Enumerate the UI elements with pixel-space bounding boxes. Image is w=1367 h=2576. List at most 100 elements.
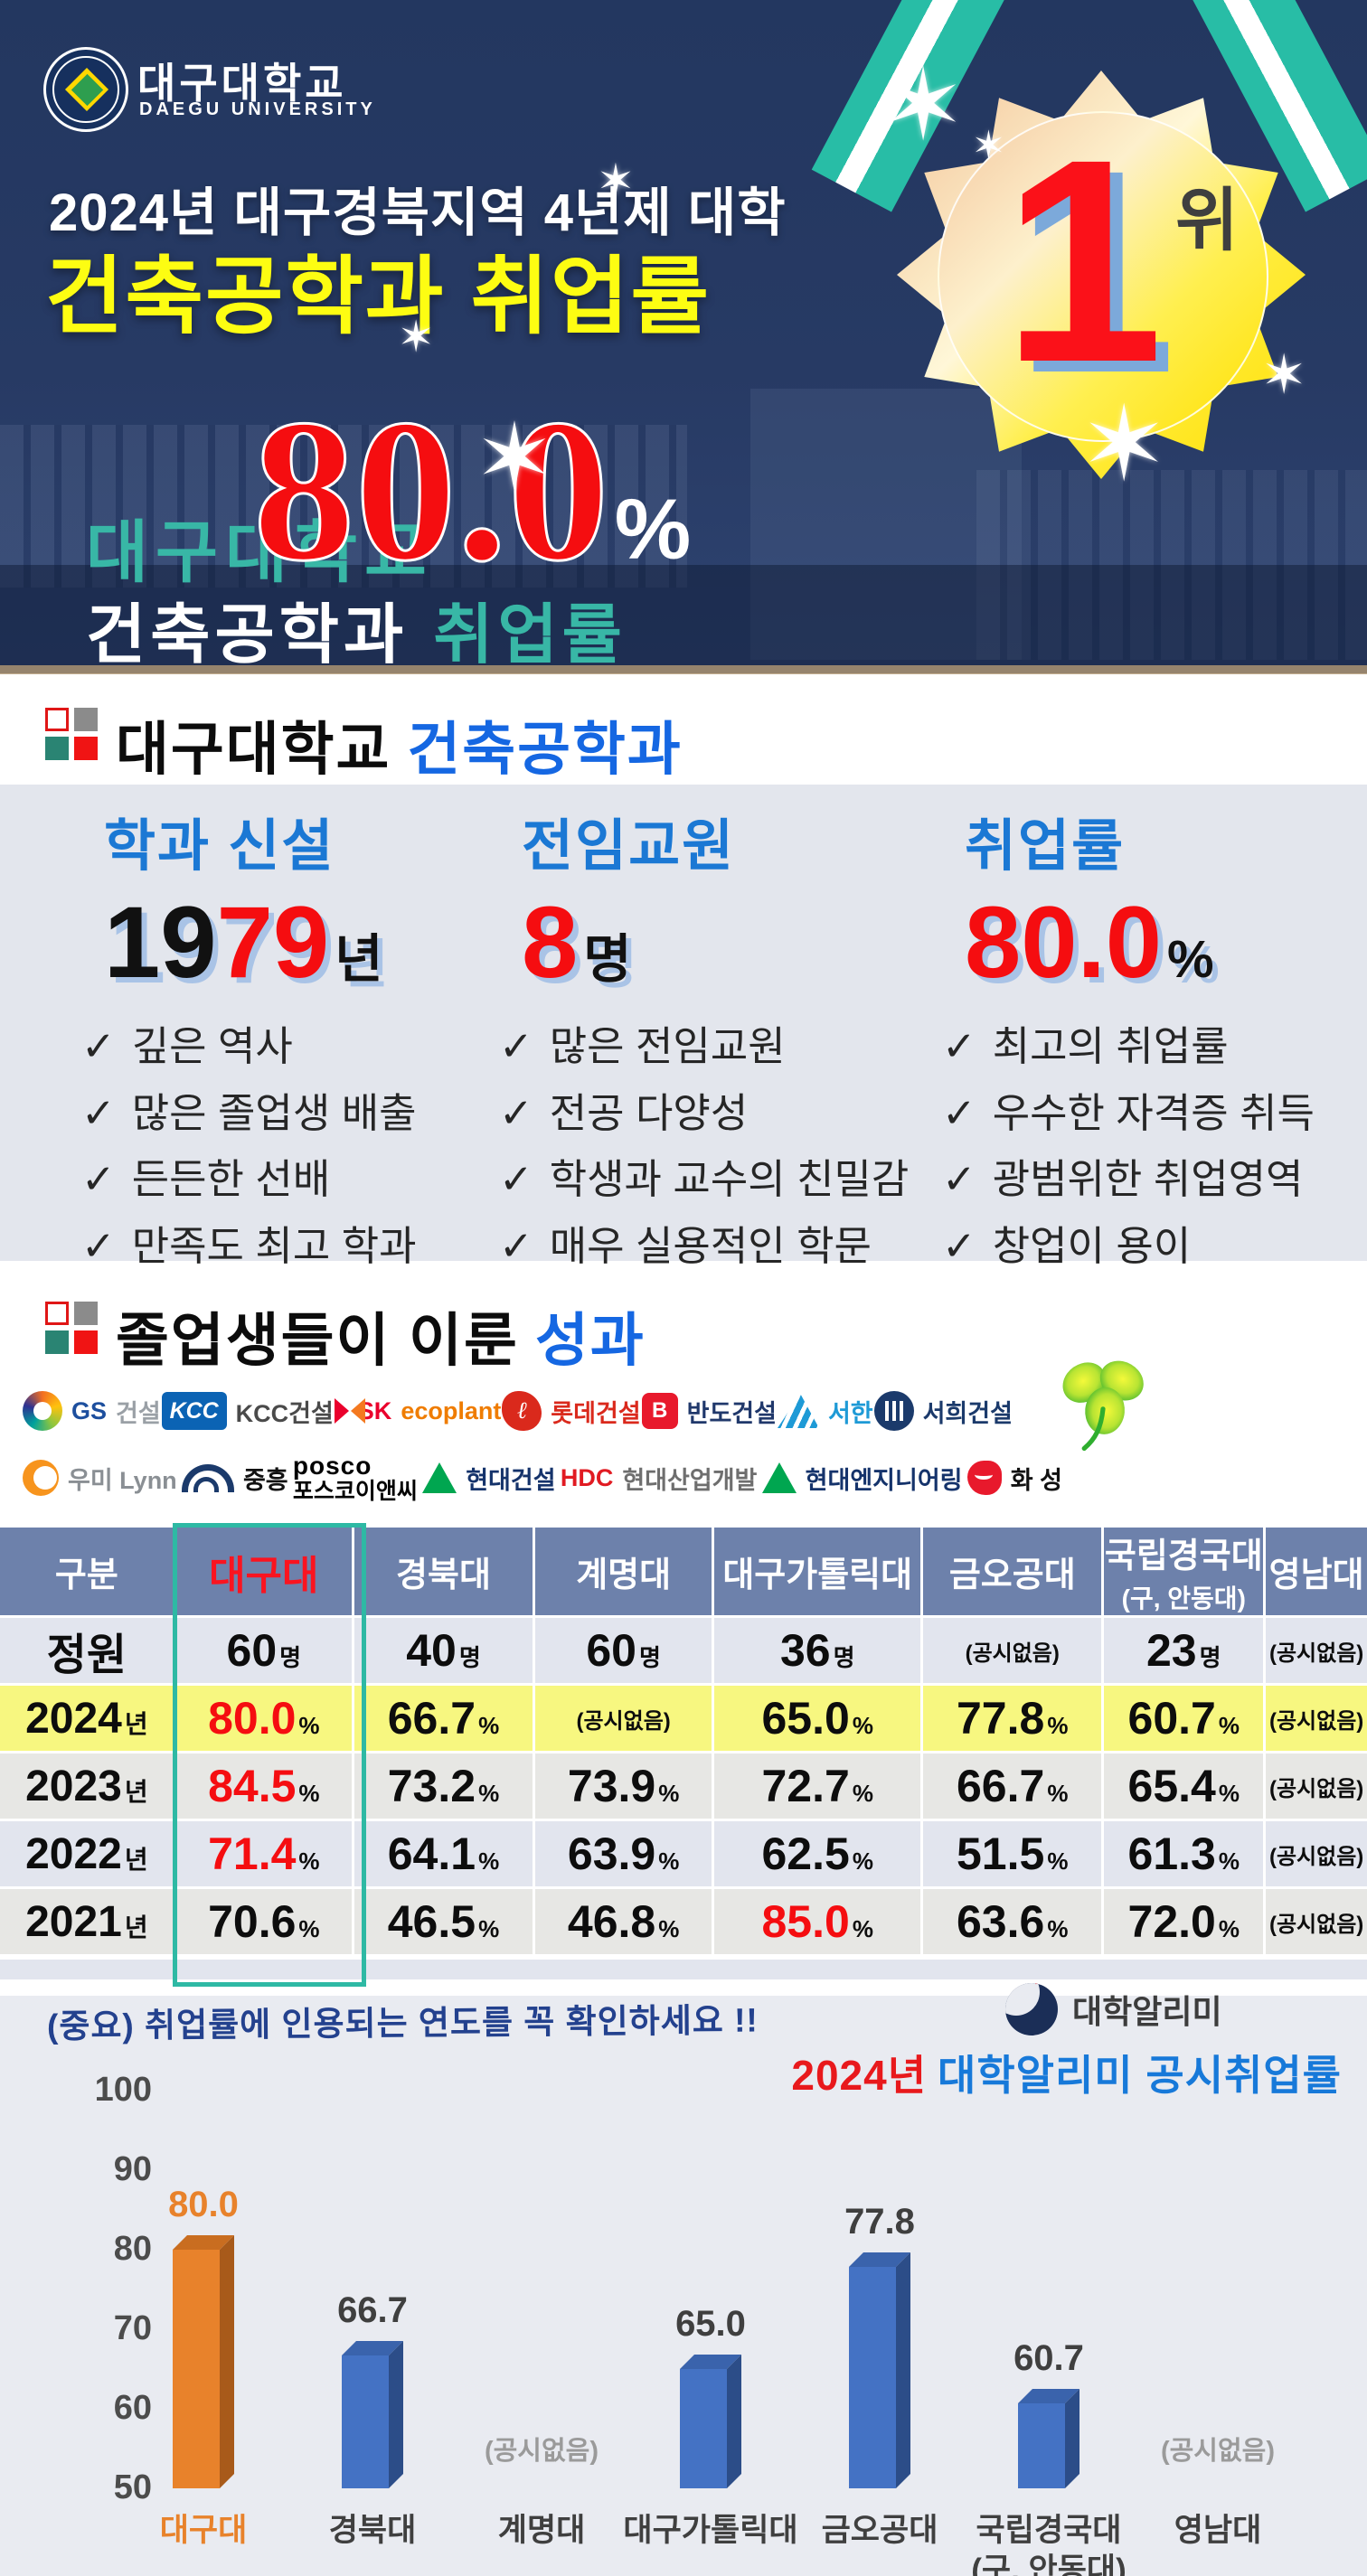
dept-section-title: 대구대학교 건축공학과 — [116, 703, 683, 786]
data-cell: (공시없음) — [923, 1618, 1102, 1683]
cell-unit: 명 — [458, 1644, 481, 1671]
achievements-title-black: 졸업생들이 이룬 — [116, 1308, 519, 1373]
sparkle-icon: ✶ — [1261, 344, 1307, 405]
row-label-cell: 2022 년 — [0, 1821, 174, 1886]
clover-icon — [1062, 1360, 1144, 1452]
dept-title-blue: 건축공학과 — [407, 717, 683, 782]
company-logo: 현대엔지니어링 — [761, 1461, 963, 1496]
check-icon: ✓ — [81, 1222, 116, 1269]
hero-department: 건축공학과 — [86, 599, 409, 672]
cell-value: 85.0 — [761, 1896, 850, 1947]
stat-heading: 취업률 — [965, 815, 1126, 878]
row-label-cell: 2024 년 — [0, 1686, 174, 1751]
sparkle-icon: ✶ — [972, 124, 1005, 168]
data-cell: 64.1% — [354, 1821, 533, 1886]
check-icon: ✓ — [499, 1222, 533, 1269]
employment-rate-table: 구분 대구대 경북대 계명대 대구가톨릭대 금오공대 국립경국대 (구, 안동대) 영남대 정원 6… — [0, 1525, 1367, 1957]
bar-side-face — [896, 2252, 910, 2488]
company-logo: 서한 — [777, 1394, 873, 1429]
achievements-title-blue: 성과 — [534, 1308, 646, 1373]
cell-value: 63.9 — [567, 1829, 656, 1879]
cell-unit: % — [1047, 1712, 1069, 1739]
row-label-unit: 년 — [124, 1913, 148, 1941]
cell-value: 77.8 — [957, 1693, 1045, 1744]
company-name: 건설 — [116, 1399, 161, 1427]
checklist-item: ✓ 광범위한 취업영역 — [942, 1157, 1367, 1202]
company-logo: KCC KCC건설 — [161, 1392, 334, 1430]
company-logo: 중흥 — [181, 1461, 288, 1496]
company-name: 우미 Lynn — [68, 1466, 177, 1494]
row-label-unit: 년 — [124, 1845, 148, 1874]
x-axis-category-label: 경북대 — [269, 2511, 476, 2551]
no-data-label: (공시없음) — [1268, 1912, 1364, 1937]
company-name: KCC건설 — [235, 1399, 334, 1427]
x-axis-category-label: 국립경국대 (구, 안동대) — [945, 2511, 1153, 2576]
cell-value: 40 — [406, 1625, 457, 1676]
bando-logo-icon: B — [641, 1393, 678, 1429]
section-squares-icon — [45, 1302, 98, 1354]
cell-value: 60 — [586, 1625, 636, 1676]
data-cell: (공시없음) — [1266, 1753, 1367, 1819]
company-logo: HDC 현대산업개발 — [561, 1461, 758, 1496]
cell-unit: % — [658, 1780, 680, 1807]
check-icon: ✓ — [499, 1023, 533, 1069]
checklist-item: ✓ 매우 실용적인 학문 — [499, 1222, 924, 1269]
data-cell: 66.7% — [923, 1753, 1102, 1819]
cell-value: 72.0 — [1127, 1896, 1216, 1947]
company-logo: ℓ 롯데건설 — [502, 1391, 641, 1431]
company-name: GS — [71, 1396, 108, 1424]
stat-column-1: 학과 신설 1979 년 ✓ 깊은 역사 ✓ 많은 졸업생 배출 ✓ 든든한 선배 ✓ 만족도 최고… — [81, 800, 506, 1290]
check-icon: ✓ — [81, 1156, 116, 1202]
data-cell: 60.7% — [1104, 1686, 1264, 1751]
hero-rate-label: 취업률 — [433, 599, 627, 672]
cell-value: 60 — [226, 1625, 278, 1676]
stat-column-2: 전임교원 8 명 ✓ 많은 전임교원 ✓ 전공 다양성 ✓ 학생과 교수의 친밀감 ✓ 매우 실용적… — [499, 800, 924, 1290]
column-header: 경북대 — [354, 1528, 533, 1615]
achievements-section-title: 졸업생들이 이룬 성과 — [116, 1294, 646, 1377]
cell-unit: % — [1218, 1780, 1240, 1807]
stat-value-red: 80.0 — [965, 886, 1162, 999]
data-cell: 46.8% — [535, 1889, 712, 1954]
table-row: 2022 년 71.4% 64.1% 63.9% 62.5% 51.5% 61.3% (공시없음… — [0, 1821, 1367, 1886]
y-axis-tick-label: 70 — [113, 2309, 152, 2347]
jung-logo-icon — [181, 1463, 234, 1492]
data-cell: (공시없음) — [1266, 1618, 1367, 1683]
cell-value: 46.5 — [387, 1896, 476, 1947]
company-logo: posco 포스코이앤씨 — [293, 1453, 418, 1503]
company-logo: 현대건설 — [422, 1461, 556, 1496]
cell-unit: % — [1047, 1847, 1069, 1875]
row-label: 정원 — [46, 1631, 127, 1679]
checklist-text: 창업이 용이 — [992, 1222, 1192, 1269]
cell-value: 80.0 — [208, 1693, 297, 1744]
data-cell: (공시없음) — [1266, 1889, 1367, 1954]
sparkle-icon: ✶ — [881, 50, 966, 161]
cell-value: 60.7 — [1127, 1693, 1216, 1744]
data-cell: 65.0% — [714, 1686, 921, 1751]
stat-value: 1979 년 — [81, 892, 506, 993]
university-logo-korean: 대구대학교 — [137, 60, 347, 107]
hwa-logo-icon — [966, 1461, 1002, 1495]
checklist-item: ✓ 많은 졸업생 배출 — [81, 1090, 506, 1136]
cell-value: 70.6 — [208, 1896, 297, 1947]
company-name: HDC — [560, 1463, 614, 1491]
checklist-item: ✓ 전공 다양성 — [499, 1090, 924, 1136]
bar — [1018, 2402, 1065, 2488]
cell-value: 65.4 — [1127, 1761, 1216, 1811]
cell-unit: % — [1218, 1712, 1240, 1739]
alimi-logo-icon — [1005, 1983, 1058, 2035]
y-axis-tick-label: 60 — [113, 2389, 152, 2427]
cell-value: 71.4 — [208, 1829, 297, 1879]
data-cell: 63.9% — [535, 1821, 712, 1886]
bar-side-face — [1065, 2388, 1079, 2488]
no-data-label: (공시없음) — [1268, 1844, 1364, 1869]
company-logo: SK ecoplant — [334, 1397, 501, 1425]
seohan-logo-icon — [777, 1394, 819, 1428]
bar-value-label: 66.7 — [337, 2290, 408, 2331]
sparkle-icon: ✶ — [1080, 387, 1168, 503]
row-label-cell: 정원 — [0, 1618, 174, 1683]
cell-value: 63.6 — [957, 1896, 1045, 1947]
category-label-line: 대구가톨릭대 — [623, 2513, 798, 2548]
data-cell: 80.0% — [175, 1686, 352, 1751]
stat-checklist: ✓ 깊은 역사 ✓ 많은 졸업생 배출 ✓ 든든한 선배 ✓ 만족도 최고 학과 — [81, 1024, 506, 1268]
